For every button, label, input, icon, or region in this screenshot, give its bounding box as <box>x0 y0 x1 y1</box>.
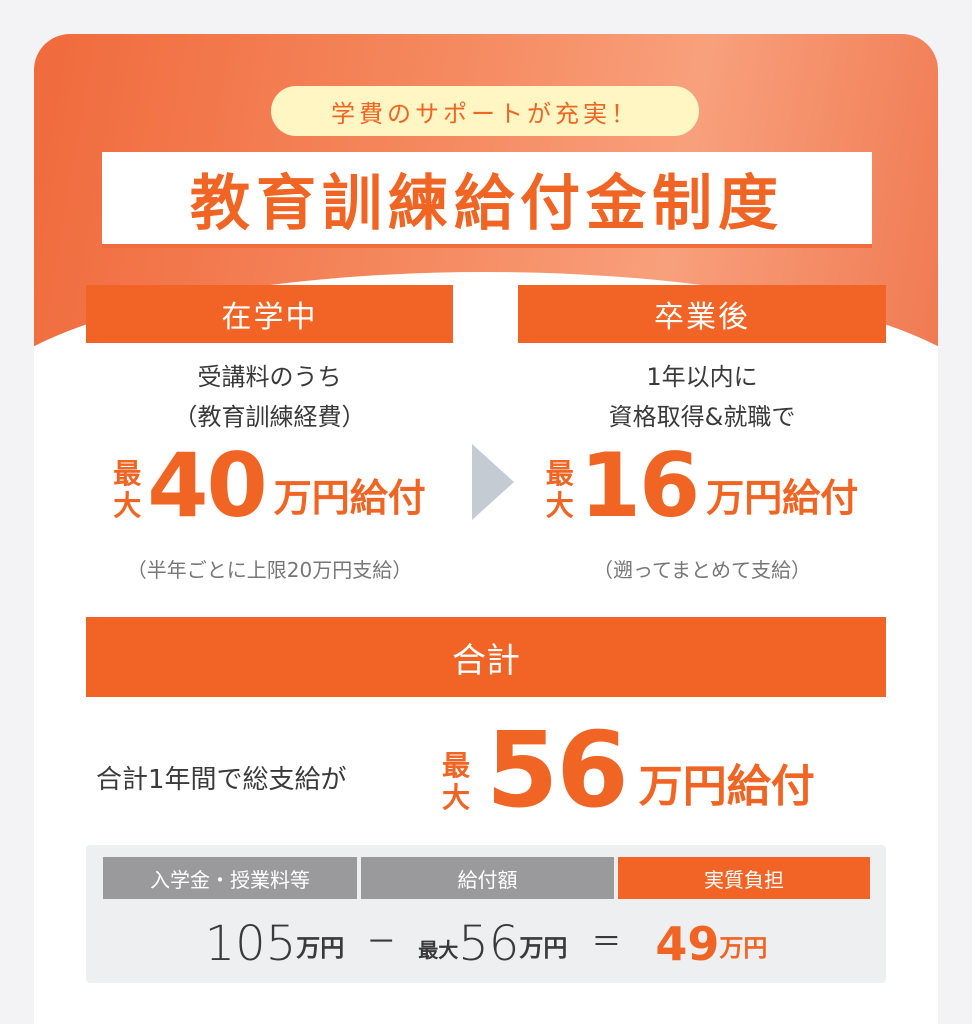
benefit-card: 学費のサポートが充実！ 教育訓練給付金制度 在学中 卒業後 受講料のうち （教育… <box>34 34 938 1024</box>
left-amount-value: 40 <box>147 434 267 537</box>
total-amount-value: 56 <box>486 709 629 831</box>
tuition-unit: 万円 <box>296 934 345 962</box>
benefit-prefix: 最大 <box>418 938 459 962</box>
cost-summary: 入学金・授業料等 給付額 実質負担 105 万円 － 最大 56 万円 ＝ 49… <box>86 845 886 983</box>
right-note: （遡ってまとめて支給） <box>593 558 811 582</box>
tuition-value: 105 <box>204 916 297 972</box>
left-line2: （教育訓練経費） <box>173 403 366 431</box>
minus-sign: － <box>366 925 397 960</box>
right-line1: 1年以内に <box>646 363 758 391</box>
right-description: 1年以内に 資格取得&就職で <box>518 357 886 437</box>
benefit-unit: 万円 <box>519 934 568 962</box>
max-char: 最 <box>442 749 471 782</box>
left-amount-unit: 万円給付 <box>273 476 426 520</box>
benefit-value: 56 <box>458 916 520 972</box>
max-char: 大 <box>442 781 471 814</box>
total-amount-unit: 万円給付 <box>638 761 815 812</box>
max-char: 大 <box>545 489 574 522</box>
summary-equation: 105 万円 － 最大 56 万円 ＝ 49 万円 <box>86 909 886 969</box>
header-benefit: 給付額 <box>361 857 614 899</box>
equals-sign: ＝ <box>591 925 622 960</box>
total-label: 合計 <box>86 617 886 697</box>
max-char: 最 <box>113 457 142 490</box>
header-tuition: 入学金・授業料等 <box>103 857 357 899</box>
left-label: 在学中 <box>86 285 453 343</box>
right-label: 卒業後 <box>518 285 886 343</box>
left-note: （半年ごとに上限20万円支給） <box>126 558 413 582</box>
max-char: 最 <box>545 457 574 490</box>
burden-unit: 万円 <box>719 934 768 962</box>
right-amount-unit: 万円給付 <box>706 476 859 520</box>
right-amount-value: 16 <box>579 434 700 537</box>
total-amount: 最大 56 万円給付 <box>442 709 815 831</box>
right-line2: 資格取得&就職で <box>608 403 796 431</box>
left-line1: 受講料のうち <box>197 363 342 391</box>
page-title: 教育訓練給付金制度 <box>102 152 872 244</box>
right-amount: 最大 16 万円給付 <box>518 434 886 537</box>
max-char: 大 <box>113 489 142 522</box>
triangle-right-icon <box>472 444 514 520</box>
burden-value: 49 <box>655 917 720 971</box>
left-description: 受講料のうち （教育訓練経費） <box>86 357 453 437</box>
badge: 学費のサポートが充実！ <box>271 86 699 136</box>
left-amount: 最大 40 万円給付 <box>86 434 453 537</box>
total-text: 合計1年間で総支給が <box>96 765 347 795</box>
header-burden: 実質負担 <box>618 857 870 899</box>
